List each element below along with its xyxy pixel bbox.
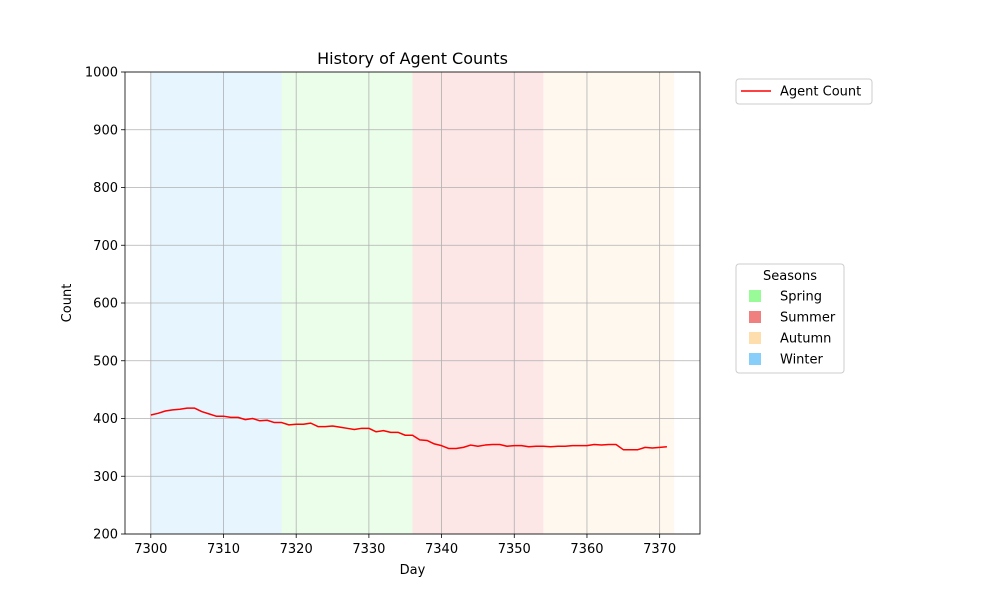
y-tick-label: 400 [93, 412, 118, 427]
legend-label-spring: Spring [780, 290, 822, 305]
legend-seasons-title: Seasons [763, 269, 817, 284]
y-tick-label: 1000 [85, 66, 118, 81]
y-tick-label: 700 [93, 239, 118, 254]
legend-seasons-box [735, 263, 845, 374]
y-tick-label: 500 [93, 354, 118, 369]
chart-title: History of Agent Counts [317, 49, 508, 68]
legend-series-box [735, 78, 873, 105]
x-tick-label: 7370 [643, 542, 676, 557]
y-tick-label: 600 [93, 297, 118, 312]
legend-label-winter: Winter [780, 353, 824, 368]
x-axis-label: Day [400, 563, 426, 578]
legend-label-summer: Summer [780, 311, 836, 326]
x-tick-label: 7310 [207, 542, 240, 557]
legend-series-label: Agent Count [780, 85, 861, 100]
legend-swatch-winter [749, 353, 761, 365]
legend-swatch-spring [749, 290, 761, 302]
y-tick-label: 200 [93, 528, 118, 543]
y-tick-label: 800 [93, 181, 118, 196]
x-tick-label: 7330 [352, 542, 385, 557]
y-axis-label: Count [60, 284, 75, 323]
legend-swatch-autumn [749, 332, 761, 344]
x-tick-label: 7360 [570, 542, 603, 557]
x-tick-label: 7300 [134, 542, 167, 557]
legend-swatch-summer [749, 311, 761, 323]
x-tick-label: 7320 [280, 542, 313, 557]
x-tick-label: 7340 [425, 542, 458, 557]
y-tick-label: 900 [93, 123, 118, 138]
x-tick-label: 7350 [498, 542, 531, 557]
series-line-agent-count [150, 407, 667, 451]
legend-label-autumn: Autumn [780, 332, 831, 347]
y-tick-label: 300 [93, 470, 118, 485]
